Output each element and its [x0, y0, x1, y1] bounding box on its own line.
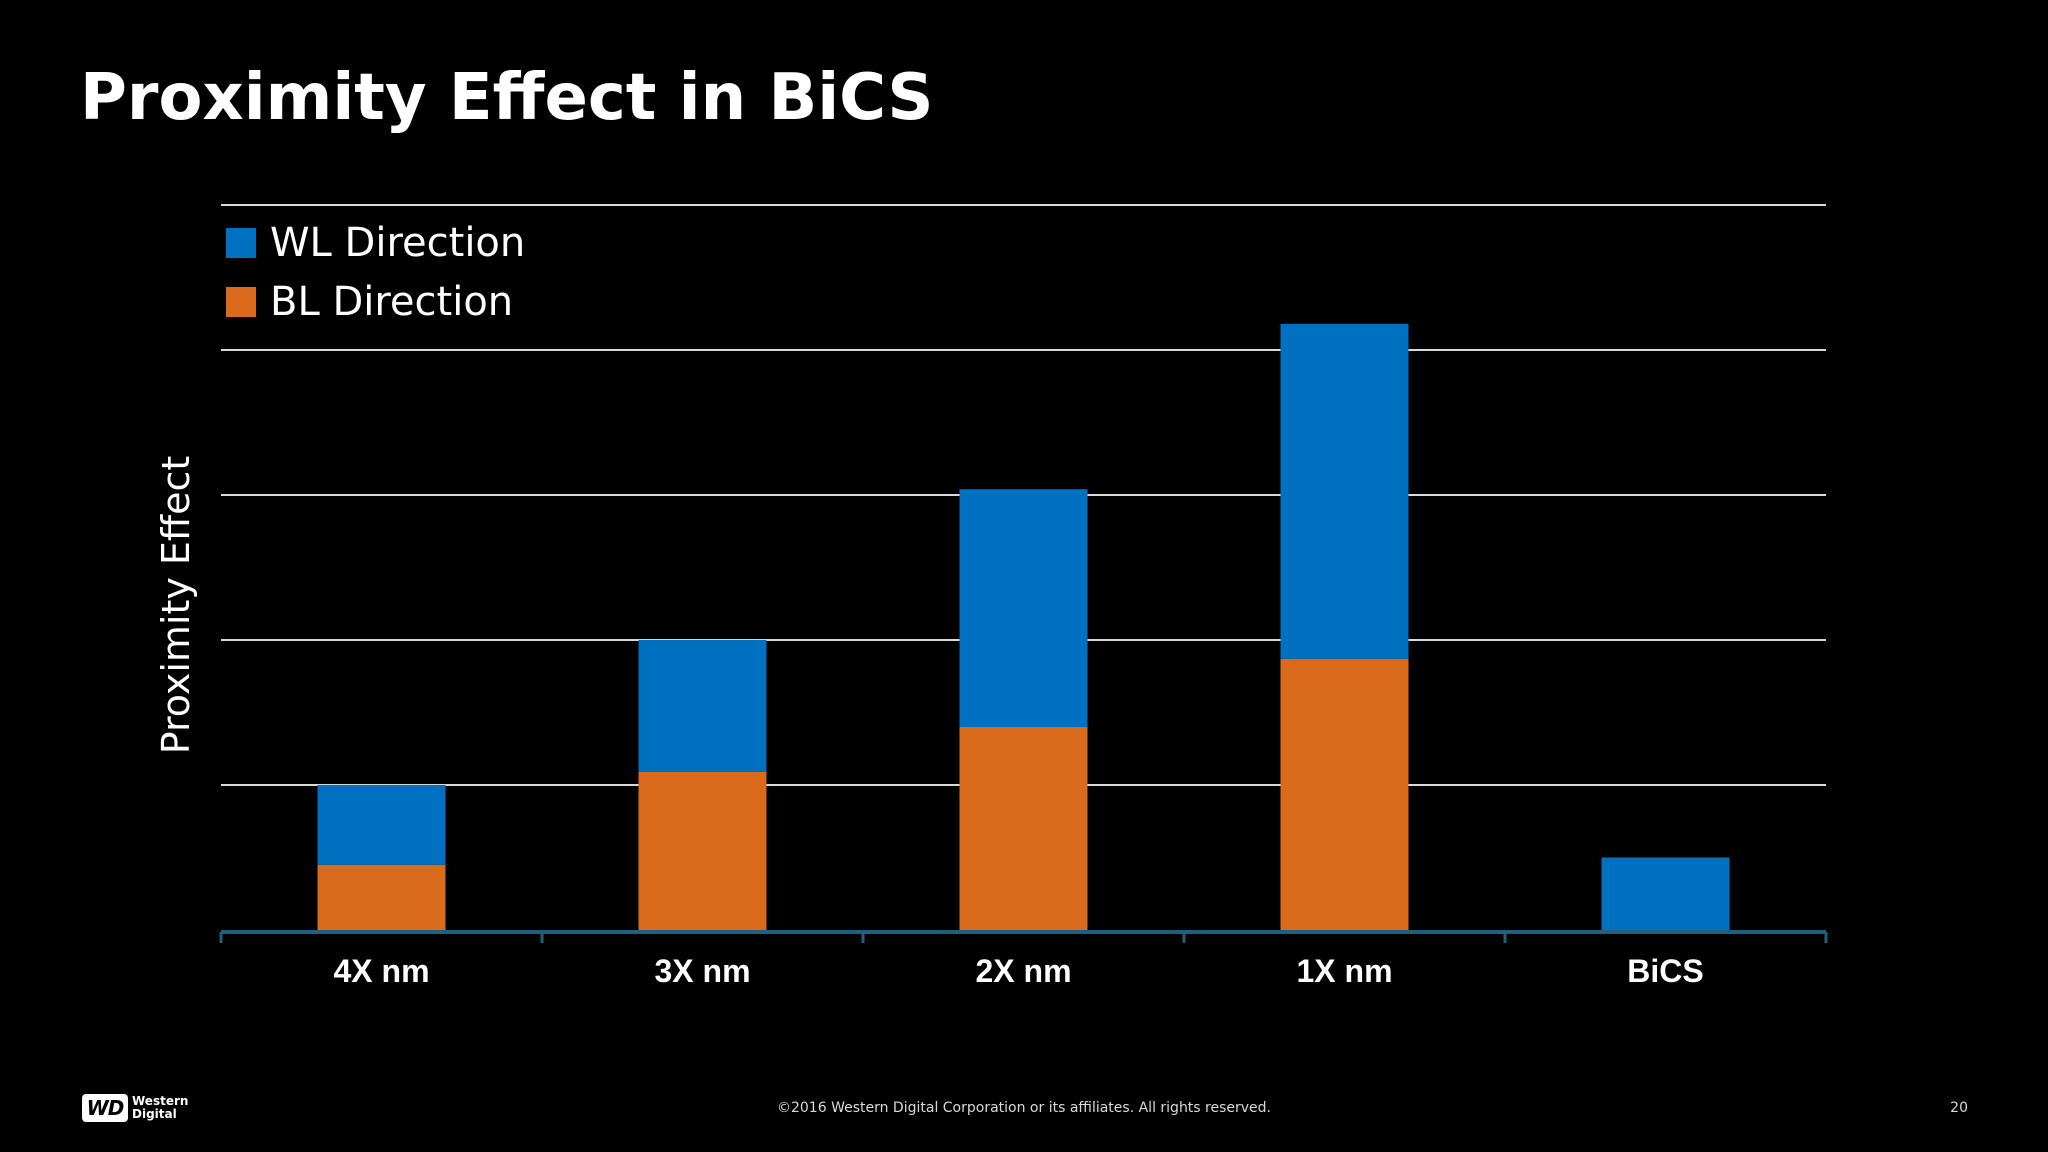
bar-wl-3x-nm [638, 640, 767, 772]
bars [317, 323, 1730, 930]
legend-label: WL Direction [270, 220, 525, 266]
bar-wl-4x-nm [317, 785, 446, 865]
bar-bl-4x-nm [317, 864, 446, 930]
x-axis [219, 930, 1828, 943]
legend-swatch [226, 287, 256, 317]
x-tick-label: BiCS [1627, 953, 1703, 989]
bar-wl-1x-nm [1280, 323, 1409, 659]
y-axis-label: Proximity Effect [154, 456, 198, 755]
legend: WL Direction BL Direction [226, 220, 525, 325]
western-digital-logo: WD Western Digital [82, 1093, 188, 1123]
x-tick-label: 4X nm [333, 953, 429, 989]
bar-bl-3x-nm [638, 771, 767, 930]
x-tick-label: 2X nm [975, 953, 1071, 989]
x-tick-label: 3X nm [654, 953, 750, 989]
logo-wordmark: Western Digital [132, 1094, 189, 1121]
footer-copyright: ©2016 Western Digital Corporation or its… [776, 1100, 1272, 1116]
bar-bl-1x-nm [1280, 658, 1409, 930]
bar-wl-bics [1601, 857, 1730, 930]
bar-wl-2x-nm [959, 489, 1088, 727]
legend-label: BL Direction [270, 279, 513, 325]
x-tick-labels: 4X nm 3X nm 2X nm 1X nm BiCS [333, 953, 1703, 989]
x-tick-label: 1X nm [1296, 953, 1392, 989]
slide-title: Proximity Effect in BiCS [80, 61, 934, 135]
bar-bl-2x-nm [959, 727, 1088, 930]
wd-logo-icon: WD [82, 1094, 128, 1122]
legend-swatch [226, 228, 256, 258]
page-number: 20 [1950, 1100, 1968, 1116]
